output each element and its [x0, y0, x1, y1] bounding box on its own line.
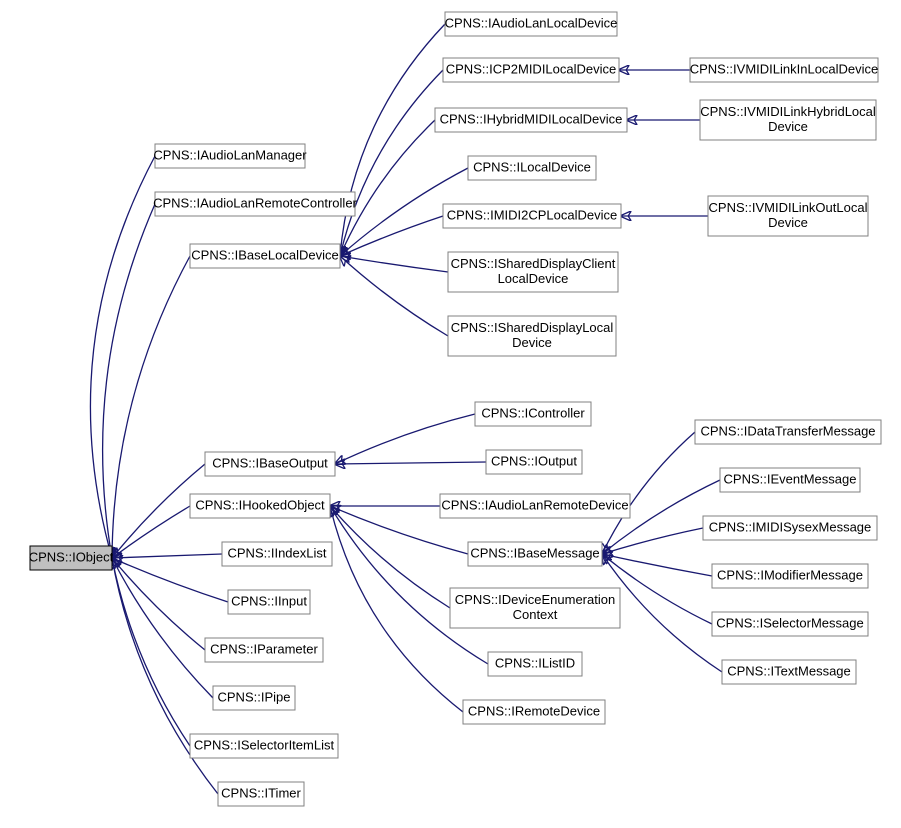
- node-IHookedObject[interactable]: CPNS::IHookedObject: [190, 494, 330, 518]
- node-label: CPNS::ISharedDisplayClient: [451, 256, 616, 271]
- node-IVMIDILinkOutLocalDevice[interactable]: CPNS::IVMIDILinkOutLocalDevice: [708, 196, 868, 236]
- node-label: CPNS::IInput: [231, 593, 307, 608]
- edge-IParameter-to-IObject: [112, 558, 205, 650]
- edge-IInput-to-IObject: [112, 558, 228, 602]
- node-label: CPNS::ICP2MIDILocalDevice: [446, 61, 617, 76]
- node-IMIDISysexMessage[interactable]: CPNS::IMIDISysexMessage: [703, 516, 877, 540]
- node-IAudioLanLocalDevice[interactable]: CPNS::IAudioLanLocalDevice: [445, 12, 618, 36]
- edge-IController-to-IBaseOutput: [335, 414, 475, 464]
- node-label: CPNS::IAudioLanRemoteDevice: [441, 497, 628, 512]
- node-label: CPNS::ISharedDisplayLocal: [451, 320, 614, 335]
- node-IListID[interactable]: CPNS::IListID: [488, 652, 582, 676]
- node-IPipe[interactable]: CPNS::IPipe: [213, 686, 295, 710]
- node-ISelectorMessage[interactable]: CPNS::ISelectorMessage: [712, 612, 868, 636]
- edge-IMIDI2CPLocalDevice-to-IBaseLocalDevice: [340, 216, 443, 256]
- edge-IIndexList-to-IObject: [112, 554, 222, 558]
- node-IVMIDILinkHybridLocalDevice[interactable]: CPNS::IVMIDILinkHybridLocalDevice: [700, 100, 876, 140]
- node-label: Device: [768, 119, 808, 134]
- node-label: CPNS::IDataTransferMessage: [700, 423, 875, 438]
- node-label: Device: [512, 335, 552, 350]
- node-ITextMessage[interactable]: CPNS::ITextMessage: [722, 660, 856, 684]
- edge-IOutput-to-IBaseOutput: [335, 462, 486, 464]
- node-ICP2MIDILocalDevice[interactable]: CPNS::ICP2MIDILocalDevice: [443, 58, 619, 82]
- node-label: CPNS::IBaseOutput: [212, 455, 328, 470]
- node-label: CPNS::IParameter: [210, 641, 318, 656]
- node-IVMIDILinkInLocalDevice[interactable]: CPNS::IVMIDILinkInLocalDevice: [690, 58, 879, 82]
- node-label: CPNS::IAudioLanManager: [153, 147, 307, 162]
- node-IMIDI2CPLocalDevice[interactable]: CPNS::IMIDI2CPLocalDevice: [443, 204, 621, 228]
- node-label: CPNS::IVMIDILinkInLocalDevice: [690, 61, 879, 76]
- node-label: CPNS::IHybridMIDILocalDevice: [440, 111, 623, 126]
- inheritance-diagram: CPNS::IObjectCPNS::IAudioLanManagerCPNS:…: [0, 0, 901, 828]
- node-IBaseLocalDevice[interactable]: CPNS::IBaseLocalDevice: [190, 244, 340, 268]
- node-ITimer[interactable]: CPNS::ITimer: [218, 782, 304, 806]
- nodes-layer: CPNS::IObjectCPNS::IAudioLanManagerCPNS:…: [29, 12, 881, 806]
- node-ISelectorItemList[interactable]: CPNS::ISelectorItemList: [190, 734, 338, 758]
- edge-IAudioLanRemoteController-to-IObject: [103, 204, 155, 558]
- node-label: CPNS::IModifierMessage: [717, 567, 863, 582]
- node-IDataTransferMessage[interactable]: CPNS::IDataTransferMessage: [695, 420, 881, 444]
- node-label: CPNS::IMIDISysexMessage: [709, 519, 872, 534]
- node-label: CPNS::IVMIDILinkOutLocal: [709, 200, 868, 215]
- edge-IMIDISysexMessage-to-IBaseMessage: [602, 528, 703, 554]
- node-IIndexList[interactable]: CPNS::IIndexList: [222, 542, 332, 566]
- node-label: CPNS::IAudioLanLocalDevice: [445, 15, 618, 30]
- node-label: Context: [513, 607, 558, 622]
- edge-ISharedDisplayLocalDevice-to-IBaseLocalDevice: [340, 256, 448, 336]
- node-IObject[interactable]: CPNS::IObject: [29, 546, 114, 570]
- node-label: CPNS::IBaseMessage: [470, 545, 599, 560]
- node-label: CPNS::IMIDI2CPLocalDevice: [447, 207, 618, 222]
- node-IParameter[interactable]: CPNS::IParameter: [205, 638, 323, 662]
- node-label: CPNS::ISelectorItemList: [194, 737, 335, 752]
- edge-ICP2MIDILocalDevice-to-IBaseLocalDevice: [340, 70, 443, 256]
- edge-IModifierMessage-to-IBaseMessage: [602, 554, 712, 576]
- node-IBaseMessage[interactable]: CPNS::IBaseMessage: [468, 542, 602, 566]
- node-label: CPNS::IAudioLanRemoteController: [153, 195, 357, 210]
- node-label: CPNS::ILocalDevice: [473, 159, 591, 174]
- node-IInput[interactable]: CPNS::IInput: [228, 590, 310, 614]
- node-label: CPNS::IDeviceEnumeration: [455, 592, 615, 607]
- node-label: CPNS::IObject: [29, 549, 114, 564]
- node-label: CPNS::IOutput: [491, 453, 577, 468]
- node-label: LocalDevice: [498, 271, 569, 286]
- node-ISharedDisplayClientLocalDevice[interactable]: CPNS::ISharedDisplayClientLocalDevice: [448, 252, 618, 292]
- node-IHybridMIDILocalDevice[interactable]: CPNS::IHybridMIDILocalDevice: [435, 108, 627, 132]
- node-label: CPNS::IVMIDILinkHybridLocal: [700, 104, 876, 119]
- node-label: CPNS::IHookedObject: [195, 497, 325, 512]
- node-label: Device: [768, 215, 808, 230]
- edge-IDeviceEnumerationContext-to-IHookedObject: [330, 506, 450, 608]
- node-IModifierMessage[interactable]: CPNS::IModifierMessage: [712, 564, 868, 588]
- node-label: CPNS::IEventMessage: [724, 471, 857, 486]
- node-IAudioLanManager[interactable]: CPNS::IAudioLanManager: [153, 144, 307, 168]
- node-label: CPNS::IBaseLocalDevice: [191, 247, 338, 262]
- node-label: CPNS::IListID: [495, 655, 575, 670]
- node-IAudioLanRemoteDevice[interactable]: CPNS::IAudioLanRemoteDevice: [440, 494, 630, 518]
- edge-IListID-to-IHookedObject: [330, 506, 488, 664]
- node-IAudioLanRemoteController[interactable]: CPNS::IAudioLanRemoteController: [153, 192, 357, 216]
- node-label: CPNS::ISelectorMessage: [716, 615, 863, 630]
- node-label: CPNS::ITimer: [221, 785, 301, 800]
- node-ISharedDisplayLocalDevice[interactable]: CPNS::ISharedDisplayLocalDevice: [448, 316, 616, 356]
- edges-layer: [90, 24, 722, 794]
- node-label: CPNS::IRemoteDevice: [468, 703, 600, 718]
- node-label: CPNS::IIndexList: [228, 545, 327, 560]
- node-ILocalDevice[interactable]: CPNS::ILocalDevice: [468, 156, 596, 180]
- node-label: CPNS::ITextMessage: [727, 663, 851, 678]
- node-IBaseOutput[interactable]: CPNS::IBaseOutput: [205, 452, 335, 476]
- node-IDeviceEnumerationContext[interactable]: CPNS::IDeviceEnumerationContext: [450, 588, 620, 628]
- node-IEventMessage[interactable]: CPNS::IEventMessage: [720, 468, 860, 492]
- edge-ISelectorItemList-to-IObject: [112, 558, 190, 746]
- node-IRemoteDevice[interactable]: CPNS::IRemoteDevice: [463, 700, 605, 724]
- node-label: CPNS::IController: [481, 405, 585, 420]
- node-IOutput[interactable]: CPNS::IOutput: [486, 450, 582, 474]
- edge-IDataTransferMessage-to-IBaseMessage: [602, 432, 695, 554]
- node-IController[interactable]: CPNS::IController: [475, 402, 591, 426]
- node-label: CPNS::IPipe: [218, 689, 291, 704]
